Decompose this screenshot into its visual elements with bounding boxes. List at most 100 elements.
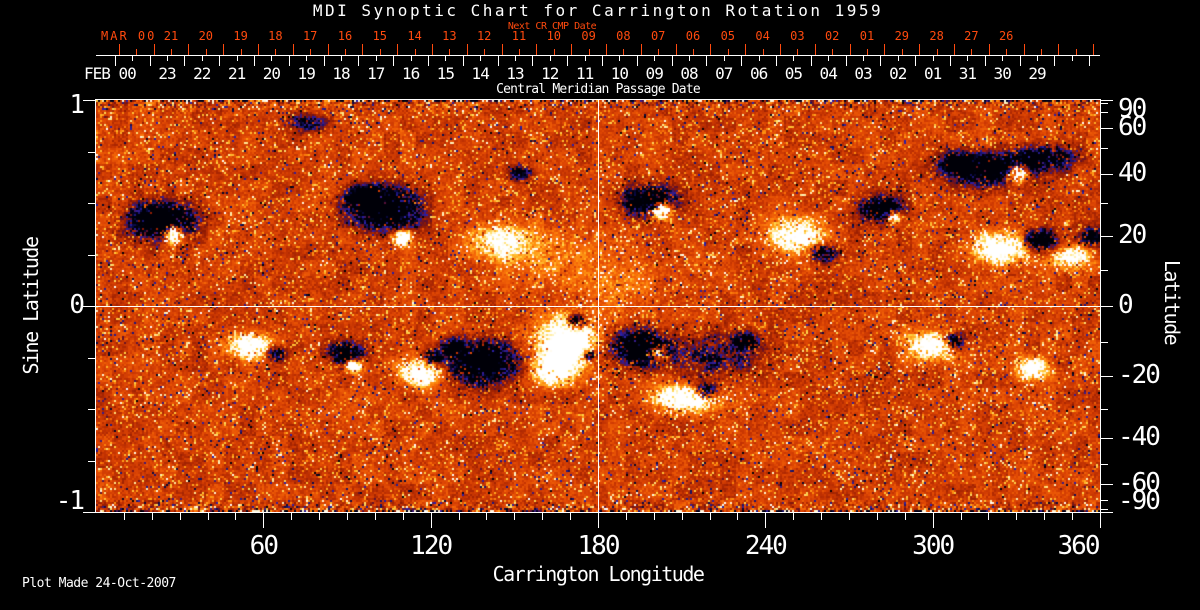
next-cr-day-tick	[745, 44, 747, 55]
cmp-half-tick	[306, 55, 308, 61]
cmp-month-label: FEB 00	[84, 64, 137, 83]
cmp-day-label: 31	[958, 64, 977, 83]
cmp-day-tick	[602, 55, 603, 66]
x-tick-label: 60	[249, 531, 279, 561]
next-cr-day-tick	[327, 44, 329, 55]
next-cr-day-label: 02	[824, 29, 840, 43]
x-major-tick	[263, 513, 265, 528]
sine-lat-tick-label: 1	[69, 90, 85, 120]
lat-major-tick	[1101, 512, 1113, 513]
next-cr-day-tick	[571, 44, 573, 55]
cmp-day-label: 23	[158, 64, 176, 83]
x-tick-label: 240	[744, 531, 788, 561]
next-cr-half-tick	[867, 49, 868, 55]
next-cr-day-label: 11	[511, 29, 527, 43]
next-cr-half-tick	[797, 49, 799, 55]
next-cr-day-tick	[1058, 44, 1060, 55]
next-cr-day-tick	[466, 44, 468, 55]
cmp-day-label: 12	[541, 64, 559, 83]
next-cr-day-tick	[536, 44, 538, 55]
next-cr-half-tick	[379, 49, 381, 55]
next-cr-day-label: 18	[268, 29, 283, 43]
cmp-day-label: 15	[436, 64, 455, 83]
cmp-half-tick	[689, 55, 690, 61]
cmp-half-tick	[410, 55, 412, 61]
cmp-axis-line	[96, 55, 1100, 56]
lat-minor-tick	[1101, 508, 1108, 510]
plot-made-note: Plot Made 24-Oct-2007	[22, 576, 176, 591]
cmp-day-tick	[532, 55, 534, 66]
next-cr-half-tick	[205, 49, 207, 55]
cmp-half-tick	[723, 55, 725, 61]
next-cr-half-tick	[762, 49, 764, 55]
x-tick-label: 300	[912, 531, 955, 561]
lat-minor-tick	[1101, 270, 1108, 272]
x-minor-tick	[793, 513, 795, 520]
cmp-day-tick	[567, 55, 569, 66]
sine-lat-minor-tick	[88, 254, 95, 256]
cmp-day-tick	[880, 55, 882, 66]
next-cr-day-tick	[1023, 44, 1025, 55]
next-cr-day-label: 28	[929, 29, 944, 43]
cmp-day-label: 30	[993, 64, 1012, 83]
next-cr-half-tick	[171, 49, 172, 55]
x-minor-tick	[514, 513, 516, 520]
lat-major-tick	[1101, 235, 1113, 237]
x-minor-tick	[458, 513, 460, 520]
cmp-day-label: 07	[715, 64, 733, 83]
lat-tick-label: -60	[1118, 468, 1161, 499]
cmp-day-label: 11	[575, 64, 594, 83]
next-cr-half-tick	[519, 49, 520, 55]
next-cr-day-label: 20	[198, 29, 214, 43]
lat-tick-label: -20	[1118, 360, 1161, 391]
lat-tick-label: -40	[1118, 422, 1161, 453]
next-cr-day-label: 05	[720, 29, 736, 43]
x-minor-tick	[179, 513, 181, 520]
x-axis-title: Carrington Longitude	[492, 562, 705, 586]
cmp-day-tick	[984, 55, 986, 66]
cmp-day-label: 01	[923, 64, 942, 83]
cmp-day-label: 20	[262, 64, 281, 83]
next-cr-day-label: 21	[163, 29, 179, 43]
next-cr-day-tick	[188, 44, 190, 55]
cmp-day-tick	[393, 55, 395, 66]
next-cr-day-tick	[118, 44, 120, 55]
next-cr-day-label: 12	[476, 29, 492, 43]
cmp-day-label: 10	[610, 64, 629, 83]
cmp-half-tick	[480, 55, 482, 61]
cmp-half-tick	[271, 55, 273, 61]
next-cr-day-tick	[849, 44, 851, 55]
next-cr-day-label: 06	[685, 29, 701, 43]
next-cr-half-tick	[275, 49, 277, 55]
cmp-day-tick	[776, 55, 777, 66]
x-minor-tick	[207, 513, 209, 520]
cmp-day-tick	[428, 55, 429, 66]
lat-major-tick	[1101, 127, 1113, 129]
cmp-half-tick	[1002, 55, 1004, 61]
x-minor-tick	[570, 513, 572, 520]
next-cr-day-label: 09	[581, 29, 596, 43]
next-cr-half-tick	[1075, 49, 1077, 55]
x-minor-tick	[1016, 513, 1018, 520]
lat-minor-tick	[1101, 463, 1108, 465]
sine-lat-major-tick	[83, 306, 95, 307]
next-cr-day-tick	[919, 44, 921, 55]
lat-minor-tick	[1101, 148, 1108, 150]
cmp-half-tick	[619, 55, 621, 61]
x-minor-tick	[542, 513, 544, 520]
cmp-half-tick	[758, 55, 760, 61]
next-cr-day-tick	[501, 44, 503, 55]
x-minor-tick	[347, 513, 348, 520]
sine-lat-major-tick	[83, 512, 95, 513]
next-cr-half-tick	[693, 49, 694, 55]
cmp-day-label: 02	[889, 64, 907, 83]
cmp-day-label: 05	[784, 64, 803, 83]
lat-major-tick	[1101, 306, 1113, 307]
x-minor-tick	[849, 513, 850, 520]
lat-minor-tick	[1101, 499, 1108, 501]
lat-minor-tick	[1101, 112, 1108, 114]
x-minor-tick	[123, 513, 125, 520]
x-minor-tick	[681, 513, 683, 520]
next-cr-day-label: 17	[302, 29, 318, 43]
